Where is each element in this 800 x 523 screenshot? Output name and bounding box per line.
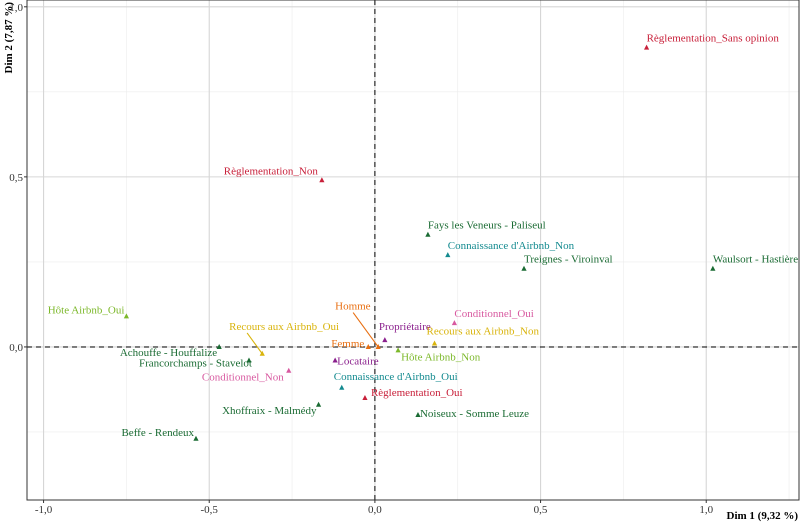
point-marker-h-te-airbnb-non: [395, 347, 401, 353]
point-label-homme: Homme: [335, 301, 371, 313]
point-label-h-te-airbnb-oui: Hôte Airbnb_Oui: [48, 304, 125, 316]
axis-ticks: -1,0 -0,5 0,0 0,5 1,0 0,0 0,5 1,0: [9, 2, 713, 516]
point-marker-locataire: [332, 357, 338, 363]
data-points: Règlementation_Sans opinion Règlementatio…: [48, 33, 798, 441]
y-axis-title: Dim 2 (7,87 %): [3, 2, 15, 74]
point-marker-femme: [365, 343, 371, 349]
y-tick-label: 1,0: [9, 2, 23, 14]
point-label-waulsort-hasti-re: Waulsort - Hastière: [713, 254, 798, 266]
point-marker-propri-taire: [382, 337, 388, 343]
point-label-h-te-airbnb-non: Hôte Airbnb_Non: [401, 351, 481, 363]
plot-panel: [27, 0, 800, 500]
x-tick-label: -0,5: [201, 504, 219, 516]
x-axis-title: Dim 1 (9,32 %): [727, 510, 799, 522]
point-marker-fays-les-veneurs-paliseul: [425, 231, 431, 237]
point-marker-waulsort-hasti-re: [710, 265, 716, 271]
point-marker-r-glementation-non: [319, 177, 325, 183]
x-tick-label: -1,0: [35, 504, 53, 516]
point-marker-xhoffraix-malm-dy: [315, 401, 322, 407]
panel-border: [26, 0, 800, 501]
point-marker-francorchamps-stavelot: [246, 357, 252, 363]
point-label-locataire: Locataire: [337, 356, 379, 368]
point-label-connaissance-d-airbnb-oui: Connaissance d'Airbnb_Oui: [334, 371, 458, 383]
point-label-conditionnel-oui: Conditionnel_Oui: [454, 308, 533, 320]
label-leader-line: [352, 312, 379, 348]
point-label-connaissance-d-airbnb-non: Connaissance d'Airbnb_Non: [448, 240, 575, 252]
x-tick-label: 1,0: [699, 504, 713, 516]
point-label-xhoffraix-malm-dy: Xhoffraix - Malmédy: [222, 405, 317, 417]
point-label-femme: Femme: [331, 338, 364, 350]
point-marker-conditionnel-oui: [451, 320, 458, 326]
point-marker-connaissance-d-airbnb-oui: [339, 384, 345, 390]
point-label-treignes-viroinval: Treignes - Viroinval: [524, 254, 613, 266]
point-marker-treignes-viroinval: [521, 265, 527, 271]
point-label-propri-taire: Propriétaire: [379, 321, 431, 333]
point-marker-connaissance-d-airbnb-non: [445, 252, 451, 258]
point-label-francorchamps-stavelot: Francorchamps - Stavelot: [139, 358, 252, 370]
point-label-fays-les-veneurs-paliseul: Fays les Veneurs - Paliseul: [428, 220, 546, 232]
point-marker-r-glementation-oui: [362, 394, 368, 400]
point-marker-recours-aux-airbnb-oui: [259, 350, 265, 356]
y-tick-label: 0,0: [9, 342, 23, 354]
point-label-beffe-rendeux: Beffe - Rendeux: [121, 427, 194, 439]
y-tick-label: 0,5: [9, 172, 23, 184]
point-marker-achouffe-houffalize: [216, 343, 222, 349]
point-label-recours-aux-airbnb-oui: Recours aux Airbnb_Oui: [229, 321, 339, 333]
point-label-achouffe-houffalize: Achouffe - Houffalize: [120, 347, 217, 359]
point-marker-noiseux-somme-leuze: [415, 411, 421, 417]
point-label-noiseux-somme-leuze: Noiseux - Somme Leuze: [420, 408, 529, 420]
point-marker-homme: [375, 343, 381, 349]
point-label-r-glementation-non: Règlementation_Non: [224, 165, 319, 177]
reference-lines: [27, 0, 799, 500]
point-marker-recours-aux-airbnb-non: [431, 340, 438, 346]
point-label-conditionnel-non: Conditionnel_Non: [202, 372, 284, 384]
point-label-r-glementation-sans-opinion: Règlementation_Sans opinion: [647, 33, 780, 45]
point-marker-h-te-airbnb-oui: [123, 313, 129, 319]
point-marker-beffe-rendeux: [193, 435, 199, 441]
x-tick-label: 0,5: [534, 504, 548, 516]
point-marker-r-glementation-sans-opinion: [643, 44, 650, 50]
point-label-recours-aux-airbnb-non: Recours aux Airbnb_Non: [427, 326, 540, 338]
point-label-r-glementation-oui: Règlementation_Oui: [371, 387, 463, 399]
x-tick-label: 0,0: [368, 504, 382, 516]
point-marker-conditionnel-non: [286, 367, 292, 373]
label-leader-line: [246, 332, 263, 355]
